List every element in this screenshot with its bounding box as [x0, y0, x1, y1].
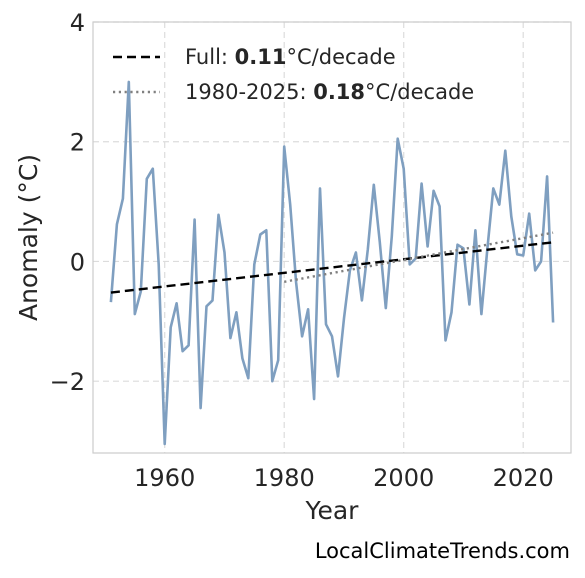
plot-frame	[92, 21, 572, 454]
y-tick-label: 2	[70, 129, 85, 157]
legend-label: 1980-2025:	[185, 80, 313, 104]
y-tick-label: 4	[70, 9, 85, 37]
y-axis-label: Anomaly (°C)	[14, 154, 43, 321]
watermark: LocalClimateTrends.com	[315, 539, 570, 563]
x-tick-label: 1980	[254, 464, 315, 492]
legend-entry: 1980-2025: 0.18°C/decade	[185, 80, 474, 104]
legend-trend-value: 0.18	[313, 80, 365, 104]
y-tick-labels: −2 0 2 4	[50, 9, 85, 396]
x-tick-labels: 1960 1980 2000 2020	[134, 464, 554, 492]
trend-line-dotted	[283, 231, 554, 283]
x-tick-label: 2000	[373, 464, 434, 492]
legend-entry: Full: 0.11°C/decade	[185, 45, 396, 69]
temperature-series-line	[109, 80, 555, 446]
trend-group	[110, 231, 554, 294]
x-axis-label: Year	[305, 496, 360, 525]
grid	[93, 21, 571, 453]
legend-label: Full:	[185, 45, 235, 69]
x-tick-label: 1960	[134, 464, 195, 492]
y-tick-label: −2	[50, 368, 85, 396]
legend-unit: °C/decade	[365, 80, 474, 104]
legend-unit: °C/decade	[287, 45, 396, 69]
trend-line-dashed	[110, 241, 554, 294]
legend-trend-value: 0.11	[235, 45, 287, 69]
x-tick-label: 2020	[493, 464, 554, 492]
series-group	[109, 80, 555, 446]
y-tick-label: 0	[70, 248, 85, 276]
